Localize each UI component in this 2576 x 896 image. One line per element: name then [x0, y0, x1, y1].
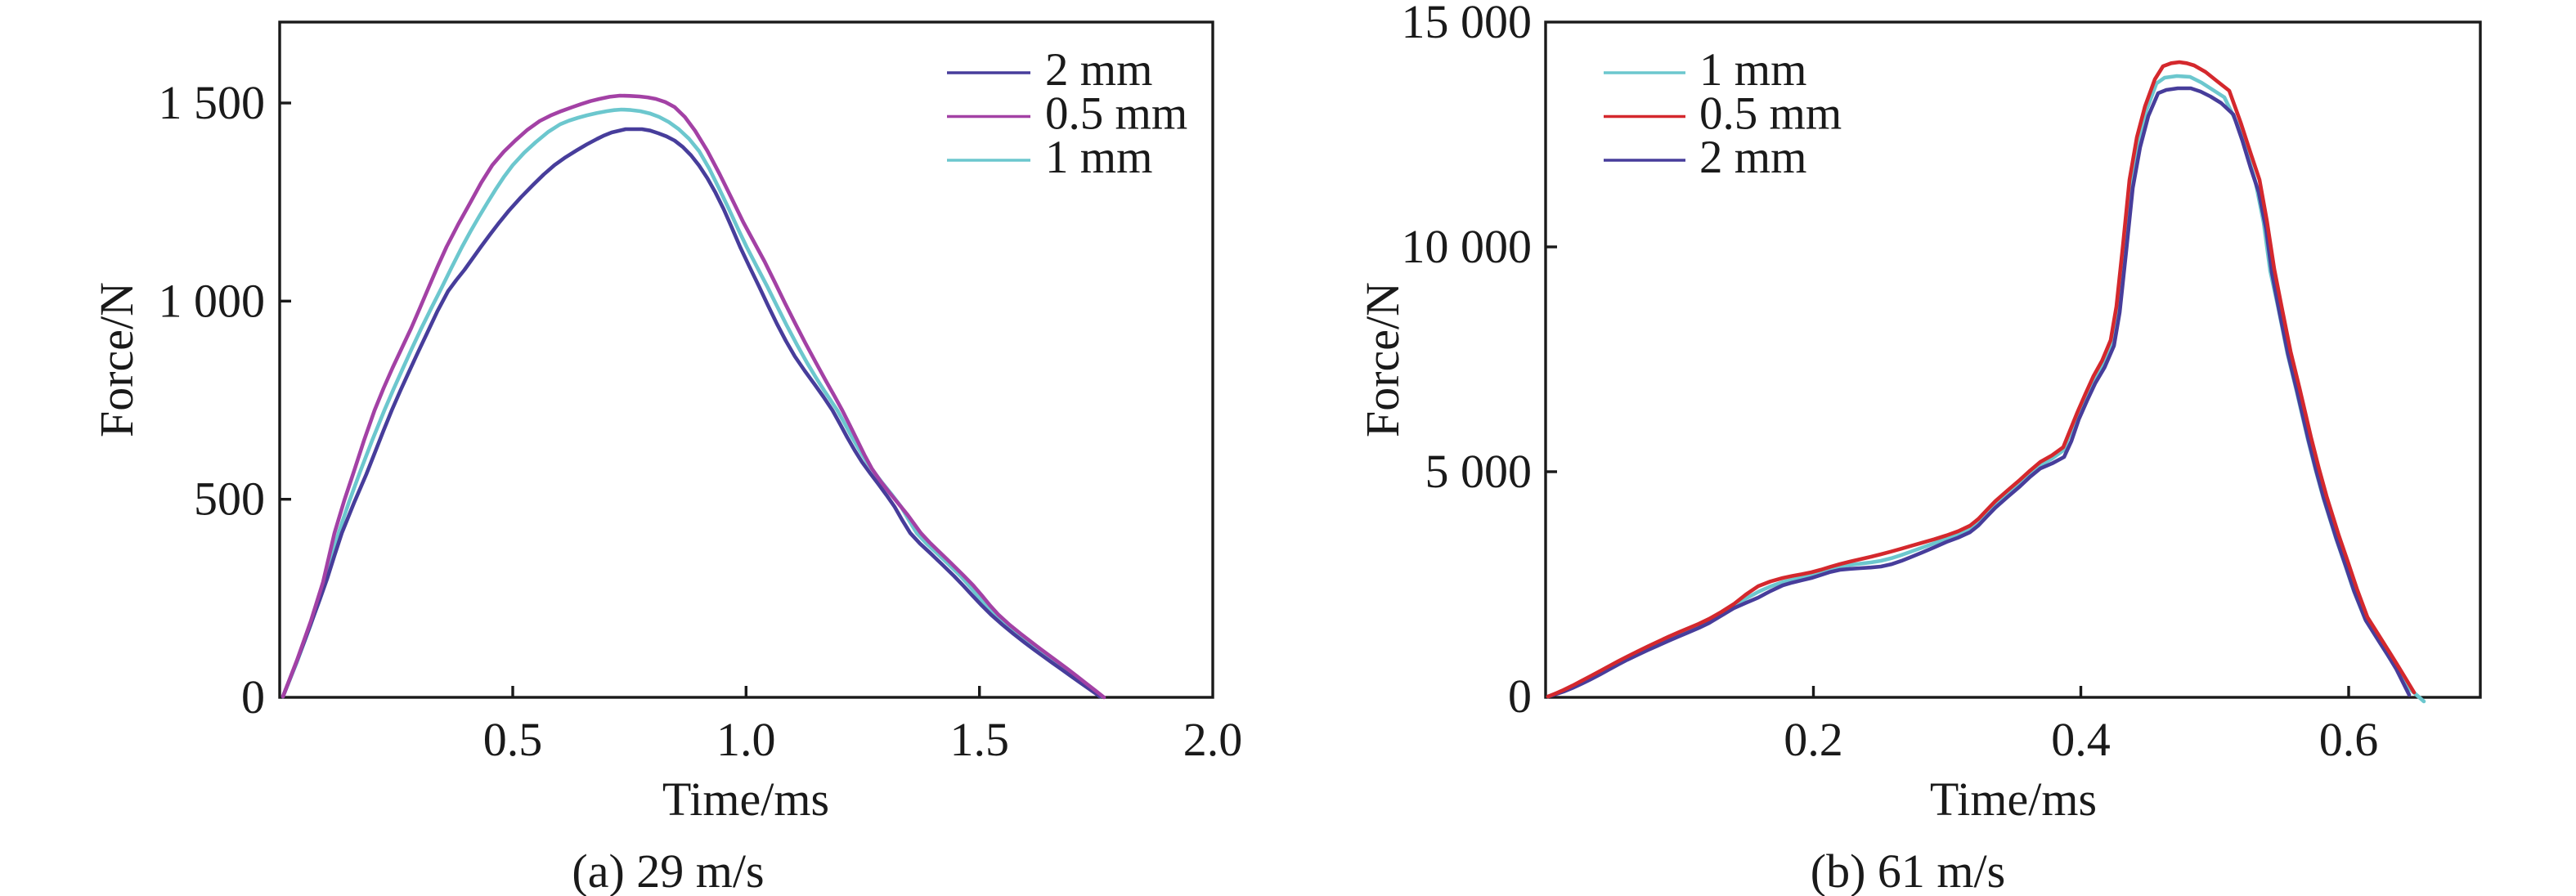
svg-text:1 000: 1 000: [159, 274, 266, 327]
svg-text:1.5: 1.5: [949, 713, 1009, 766]
svg-text:1 500: 1 500: [159, 76, 266, 129]
svg-text:(b) 61 m/s: (b) 61 m/s: [1811, 844, 2005, 896]
svg-text:2 mm: 2 mm: [1045, 44, 1152, 96]
svg-text:1.0: 1.0: [716, 713, 776, 766]
svg-text:2.0: 2.0: [1183, 713, 1243, 766]
svg-text:0.2: 0.2: [1784, 713, 1843, 766]
svg-text:0.5 mm: 0.5 mm: [1045, 88, 1187, 140]
svg-text:5 000: 5 000: [1425, 445, 1533, 498]
svg-text:Time/ms: Time/ms: [1930, 773, 2097, 826]
svg-text:0.5: 0.5: [483, 713, 543, 766]
svg-text:2 mm: 2 mm: [1699, 132, 1806, 183]
svg-text:500: 500: [194, 473, 265, 526]
svg-text:0.5 mm: 0.5 mm: [1699, 88, 1842, 140]
svg-text:10 000: 10 000: [1402, 220, 1533, 273]
svg-text:0.4: 0.4: [2051, 713, 2111, 766]
svg-text:Time/ms: Time/ms: [662, 773, 829, 826]
svg-text:0: 0: [1508, 670, 1532, 723]
svg-text:0.6: 0.6: [2319, 713, 2379, 766]
svg-text:0: 0: [241, 670, 265, 724]
svg-text:1 mm: 1 mm: [1045, 132, 1152, 183]
svg-text:15 000: 15 000: [1402, 0, 1533, 48]
svg-text:Force/N: Force/N: [90, 282, 143, 437]
svg-text:(a) 29 m/s: (a) 29 m/s: [572, 844, 764, 896]
svg-text:1 mm: 1 mm: [1699, 44, 1806, 96]
svg-text:Force/N: Force/N: [1356, 282, 1409, 437]
